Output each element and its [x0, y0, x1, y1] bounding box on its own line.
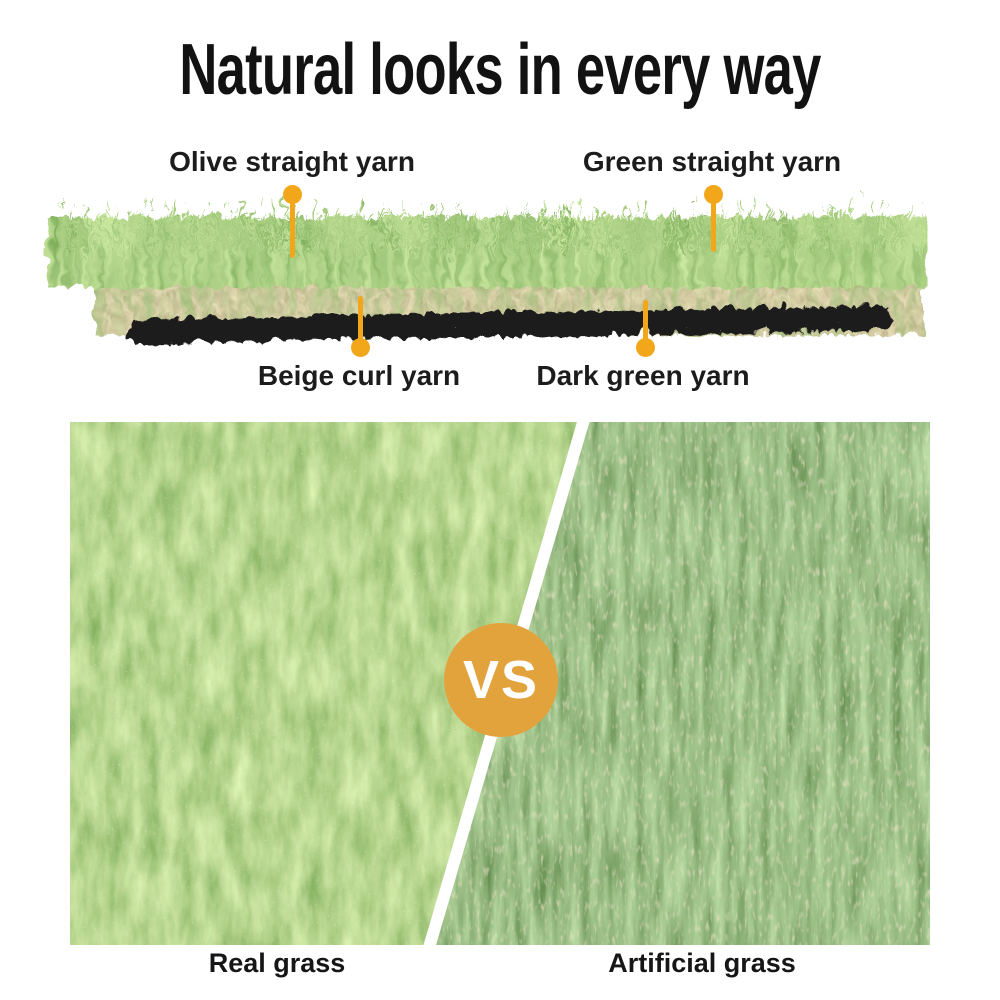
black-backing-layer — [125, 300, 887, 341]
grass-fringe-layer — [90, 204, 880, 234]
callout-olive-straight-yarn-label: Olive straight yarn — [169, 146, 415, 177]
artificial-grass-label: Artificial grass — [608, 948, 796, 978]
callout-stem-green — [711, 200, 716, 252]
callout-stem-olive — [290, 200, 295, 258]
grass-comparison-image: VS — [70, 422, 930, 945]
callout-beige-curl-yarn-label: Beige curl yarn — [257, 360, 461, 391]
callout-dot-dark-green — [636, 338, 655, 357]
vs-badge: VS — [444, 623, 558, 737]
callout-dot-beige — [351, 338, 370, 357]
callout-stem-dark-green — [643, 300, 648, 342]
callout-dark-green-yarn-label: Dark green yarn — [536, 360, 750, 391]
real-grass-label: Real grass — [208, 948, 346, 978]
callout-dot-olive — [283, 185, 302, 204]
callout-stem-beige — [358, 296, 363, 342]
turf-cross-section-image — [84, 204, 887, 341]
callout-green-straight-yarn-label: Green straight yarn — [582, 146, 842, 177]
page-title: Natural looks in every way — [179, 30, 821, 110]
callout-dot-green — [704, 185, 723, 204]
